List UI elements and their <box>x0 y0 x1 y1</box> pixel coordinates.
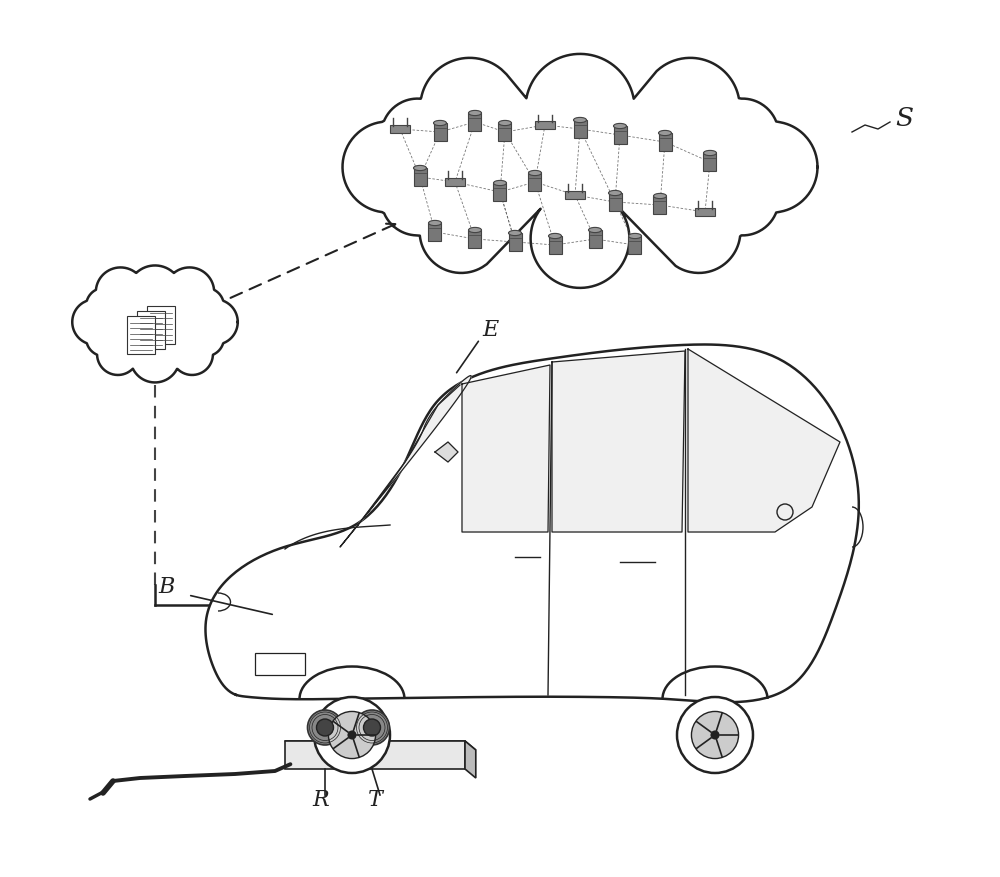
Ellipse shape <box>528 171 542 176</box>
Ellipse shape <box>704 151 716 156</box>
Circle shape <box>641 59 740 158</box>
Ellipse shape <box>614 125 626 130</box>
Circle shape <box>96 268 145 317</box>
Text: S: S <box>895 106 913 131</box>
Circle shape <box>354 710 390 745</box>
Circle shape <box>72 300 118 346</box>
Circle shape <box>726 123 818 213</box>
Text: B: B <box>158 575 174 597</box>
Bar <box>509 234 522 252</box>
Bar <box>147 307 175 345</box>
Circle shape <box>188 320 224 357</box>
Circle shape <box>657 190 740 274</box>
Bar <box>614 127 626 145</box>
Polygon shape <box>285 741 476 750</box>
Circle shape <box>420 190 503 274</box>
Circle shape <box>188 289 224 324</box>
Ellipse shape <box>509 232 522 236</box>
Bar <box>414 168 426 187</box>
Polygon shape <box>343 55 818 289</box>
Bar <box>445 179 465 186</box>
Text: R: R <box>312 788 329 810</box>
Bar <box>588 231 602 249</box>
Circle shape <box>316 719 334 736</box>
Bar <box>127 317 155 354</box>
Polygon shape <box>462 366 550 532</box>
Circle shape <box>97 334 139 375</box>
Polygon shape <box>285 741 465 769</box>
Circle shape <box>342 123 434 213</box>
Polygon shape <box>552 352 685 532</box>
Circle shape <box>706 99 779 172</box>
Polygon shape <box>688 350 840 532</box>
Bar <box>468 231 481 249</box>
Circle shape <box>86 320 122 357</box>
Bar <box>428 224 441 242</box>
Bar <box>695 210 715 217</box>
Ellipse shape <box>588 228 602 233</box>
Circle shape <box>531 190 629 289</box>
Bar <box>658 134 672 152</box>
Circle shape <box>706 163 779 236</box>
Circle shape <box>314 697 390 774</box>
Bar <box>535 123 555 129</box>
Circle shape <box>381 99 454 172</box>
Ellipse shape <box>468 228 482 233</box>
Bar <box>434 124 446 142</box>
Ellipse shape <box>658 132 672 137</box>
Bar <box>390 126 410 133</box>
Bar <box>653 196 666 215</box>
Circle shape <box>328 711 376 759</box>
Bar <box>703 153 716 172</box>
Circle shape <box>308 710 342 745</box>
Circle shape <box>677 697 753 774</box>
Circle shape <box>710 731 720 739</box>
Bar <box>628 237 641 254</box>
Ellipse shape <box>608 191 622 196</box>
Bar <box>255 653 305 675</box>
Circle shape <box>171 334 213 375</box>
Circle shape <box>130 333 180 383</box>
Circle shape <box>86 289 122 324</box>
Ellipse shape <box>654 194 666 199</box>
Bar <box>548 237 562 254</box>
Circle shape <box>525 55 635 164</box>
Circle shape <box>364 719 380 736</box>
Bar <box>608 194 622 211</box>
Circle shape <box>347 731 357 739</box>
Bar <box>528 174 541 192</box>
Polygon shape <box>435 443 458 462</box>
Bar <box>574 121 586 139</box>
Text: T: T <box>368 788 383 810</box>
Ellipse shape <box>574 118 586 124</box>
Bar <box>493 184 506 202</box>
Text: E: E <box>482 318 498 340</box>
Ellipse shape <box>414 167 426 171</box>
Ellipse shape <box>468 111 482 117</box>
Bar <box>468 114 481 132</box>
Ellipse shape <box>548 234 562 239</box>
Polygon shape <box>72 266 238 383</box>
Circle shape <box>128 266 182 321</box>
Ellipse shape <box>433 121 447 126</box>
Circle shape <box>420 59 519 158</box>
Bar <box>137 311 165 350</box>
Polygon shape <box>205 345 859 702</box>
Polygon shape <box>465 741 476 778</box>
Bar <box>498 124 511 142</box>
Circle shape <box>192 300 238 346</box>
Ellipse shape <box>498 121 512 126</box>
Polygon shape <box>340 376 471 547</box>
Ellipse shape <box>428 221 441 226</box>
Ellipse shape <box>494 182 507 187</box>
Bar <box>565 192 585 199</box>
Circle shape <box>381 163 454 236</box>
Ellipse shape <box>629 234 642 239</box>
Circle shape <box>691 711 739 759</box>
Circle shape <box>165 268 214 317</box>
